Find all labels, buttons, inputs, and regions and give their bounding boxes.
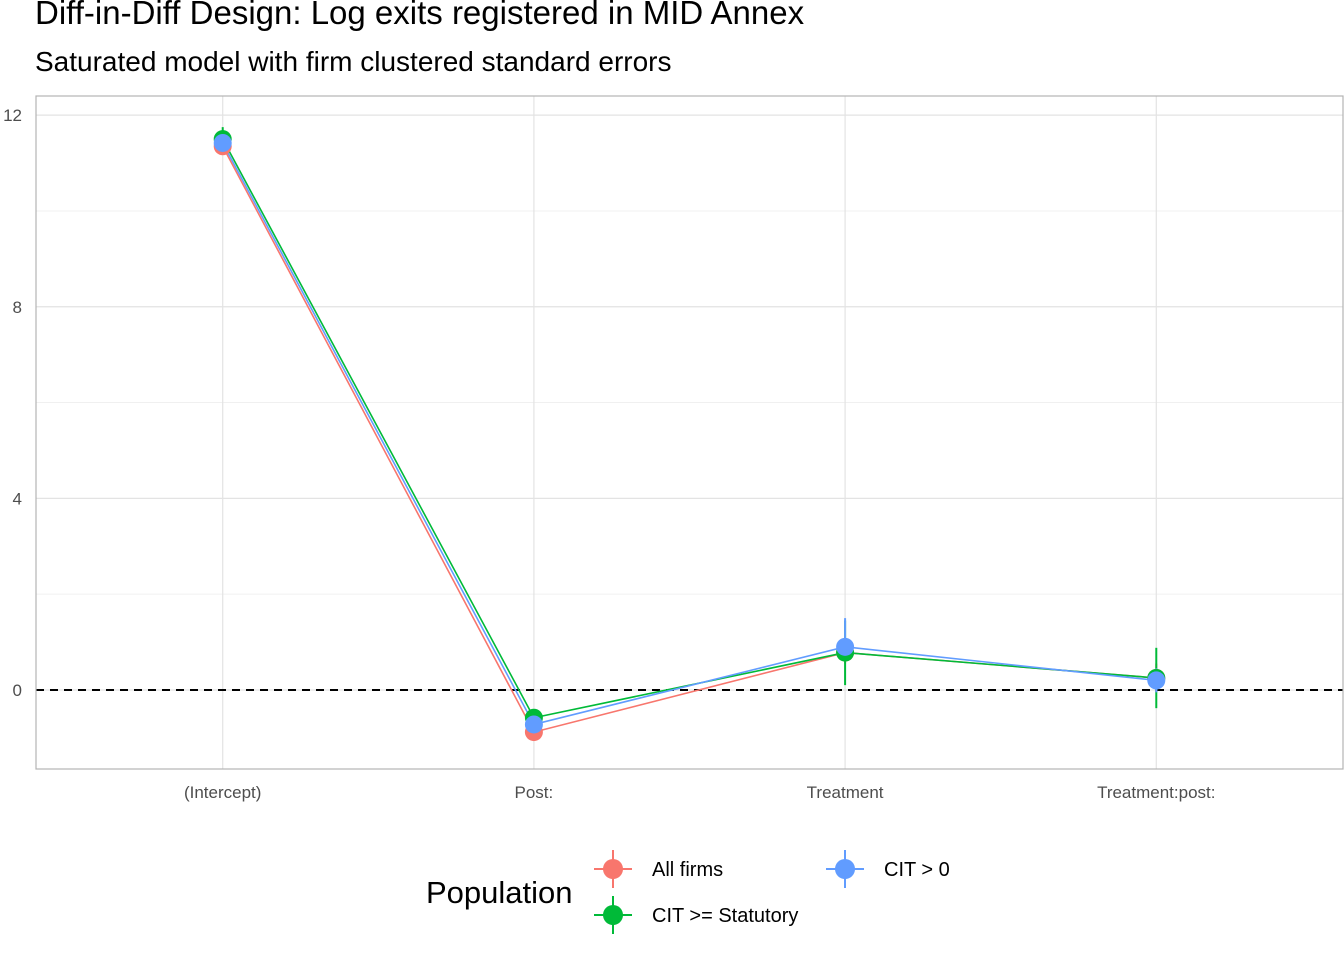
panel-border [35,95,1344,770]
y-tick-label: 8 [13,298,22,317]
data-point [524,715,543,734]
legend-key-point [835,859,855,879]
data-point [213,133,232,152]
series-lines [222,138,1157,734]
legend-label: CIT >= Statutory [652,905,798,927]
minor-gridlines [36,210,1343,595]
series-line [222,145,1157,734]
x-axis-tick-labels: (Intercept) Post: Treatment Treatment:post: [184,783,1216,802]
legend-label: All firms [652,859,723,881]
legend: Population All firms CIT >= Statutory CIT >… [426,850,950,934]
x-tick-label: Treatment [807,783,884,802]
error-bars [221,127,1158,737]
x-tick-label: Post: [515,783,554,802]
y-tick-label: 4 [13,489,22,508]
y-axis-tick-labels: 0 4 8 12 [3,106,22,700]
data-point [836,637,855,656]
y-tick-label: 0 [13,681,22,700]
legend-label: CIT > 0 [884,859,950,881]
chart-title: Diff-in-Diff Design: Log exits registere… [35,0,805,31]
legend-item: CIT >= Statutory [594,896,798,934]
legend-key-point [603,905,623,925]
data-point [1147,671,1166,690]
x-tick-label: Treatment:post: [1097,783,1215,802]
series-line [222,142,1157,726]
legend-key-point [603,859,623,879]
legend-item: CIT > 0 [826,850,950,888]
y-tick-label: 12 [3,106,22,125]
panel-border [35,95,1344,770]
series-line [222,138,1157,719]
legend-title: Population [426,875,573,910]
chart-subtitle: Saturated model with firm clustered stan… [35,46,672,77]
legend-item: All firms [594,850,723,888]
series-points [213,130,1166,742]
x-tick-label: (Intercept) [184,783,261,802]
major-gridlines [36,96,1343,769]
